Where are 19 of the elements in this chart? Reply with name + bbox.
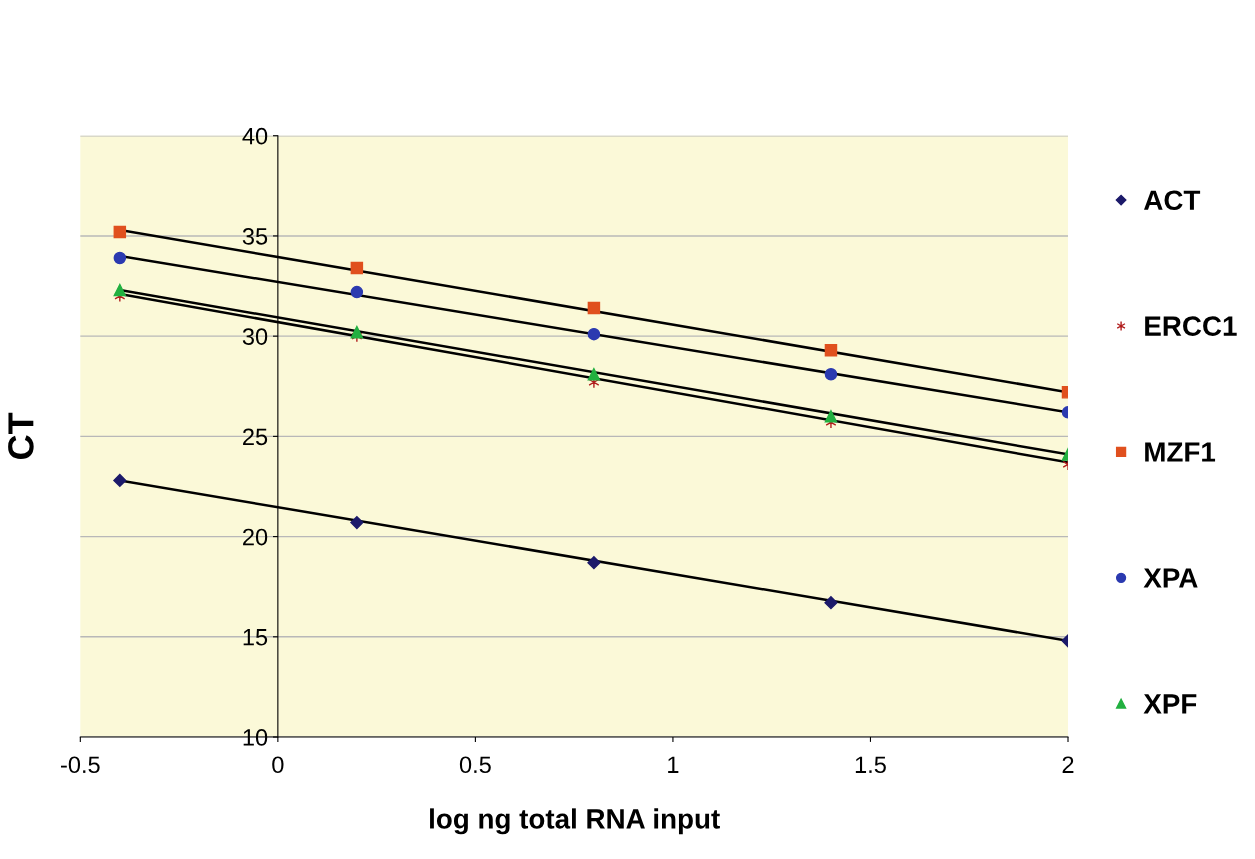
x-axis-title: log ng total RNA input [430, 808, 720, 835]
y-tick-label: 35 [242, 228, 268, 245]
y-axis-title: CT [8, 412, 34, 459]
legend-label: MZF1 [1145, 442, 1216, 462]
x-tick-label: 1.5 [855, 756, 886, 774]
x-tick-label: 0.5 [459, 756, 491, 774]
y-tick-label: 20 [243, 528, 268, 546]
legend-label: ACT [1144, 190, 1201, 211]
legend-label: XPF [1143, 694, 1197, 714]
y-tick-label: 30 [242, 328, 268, 345]
legend-label: ERCC1 [1145, 316, 1237, 336]
x-tick-label: 0 [272, 756, 284, 774]
legend-label: XPA [1143, 568, 1198, 588]
y-tick-label: 40 [242, 127, 268, 145]
y-tick-label: 25 [243, 428, 268, 446]
x-tick-label: 2 [1062, 756, 1074, 773]
y-tick-label: 15 [243, 629, 268, 646]
x-tick-label: -0.5 [61, 756, 100, 774]
x-tick-label: 1 [668, 756, 679, 773]
